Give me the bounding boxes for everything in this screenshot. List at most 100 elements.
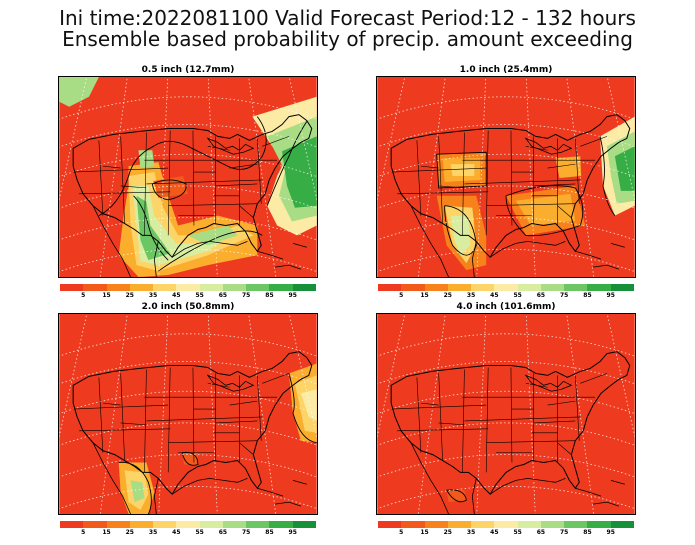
colorbar-tick-label: 75: [559, 292, 569, 299]
colorbar-swatch: [424, 284, 448, 291]
state-boundary: [416, 377, 422, 453]
state-boundary: [486, 440, 576, 444]
colorbar-swatch: [129, 521, 154, 528]
colorbar-tick-label: 15: [102, 529, 111, 536]
colorbar-tick-label: 25: [125, 292, 134, 299]
colorbar-swatch: [106, 284, 130, 291]
colorbar-swatch: [246, 284, 270, 291]
colorbar-swatch: [401, 284, 425, 291]
state-boundary: [98, 140, 104, 216]
state-boundary: [262, 373, 290, 384]
state-boundary: [192, 130, 195, 226]
colorbar-tick-label: 85: [583, 529, 592, 536]
colorbar-tick-label: 25: [125, 529, 134, 536]
colorbar-swatch: [587, 284, 611, 291]
probability-contour: [266, 121, 308, 206]
state-boundary: [257, 375, 262, 441]
colorbar-tick-label: 45: [172, 529, 181, 536]
probability-contour: [98, 116, 267, 217]
coastline: [92, 442, 159, 514]
coastline: [489, 240, 566, 258]
colorbar-tick-label: 65: [536, 292, 546, 299]
probability-contour: [288, 373, 317, 444]
probability-map-2-0-inch: [58, 313, 318, 515]
colorbar-tick-label: 5: [81, 292, 86, 299]
colorbar-1-0-inch: [378, 284, 634, 291]
colorbar-tick-label: 35: [466, 529, 476, 536]
probability-contour: [158, 230, 263, 272]
probability-shading: [138, 150, 155, 169]
coastline: [410, 205, 477, 277]
great-lakes-outline: [524, 374, 573, 392]
map-canvas: [377, 314, 635, 514]
colorbar-tick-label: 35: [466, 292, 476, 299]
state-boundary: [547, 163, 576, 169]
colorbar-swatch: [517, 521, 541, 528]
colorbar-swatch: [199, 284, 223, 291]
coastline: [410, 442, 477, 514]
state-boundary: [102, 402, 121, 406]
colorbar-swatch: [564, 521, 588, 528]
colorbar-tick-label: 15: [420, 529, 429, 536]
probability-shading: [59, 77, 99, 107]
colorbar-swatch: [106, 521, 130, 528]
probability-contour: [599, 136, 616, 216]
colorbar-swatch: [83, 521, 107, 528]
colorbar-tick-label: 65: [218, 292, 228, 299]
coastline: [575, 242, 625, 270]
state-boundary: [575, 375, 580, 441]
state-boundary: [575, 138, 580, 204]
probability-shading: [188, 225, 238, 246]
panel-title-2-0-inch: 2.0 inch (50.8mm): [141, 302, 235, 312]
colorbar-tick-label: 55: [195, 529, 204, 536]
map-canvas: [59, 314, 317, 514]
colorbar-swatch: [494, 521, 518, 528]
state-boundary: [391, 167, 487, 173]
colorbar-swatch: [83, 284, 107, 291]
state-boundary: [397, 191, 489, 195]
figure-title-line-1: Ini time:2022081100 Valid Forecast Perio…: [59, 6, 636, 30]
colorbar-tick-label: 25: [443, 292, 452, 299]
colorbar-swatch: [587, 521, 611, 528]
coastline: [171, 240, 248, 258]
colorbar-tick-label: 35: [148, 529, 158, 536]
colorbar-tick-label: 75: [241, 292, 251, 299]
state-boundary: [79, 191, 171, 195]
state-boundary: [73, 167, 169, 173]
colorbar-tick-label: 5: [399, 529, 404, 536]
colorbar-swatch: [199, 521, 223, 528]
coastline: [92, 205, 159, 277]
probability-shading: [300, 389, 317, 421]
great-lakes-outline: [206, 137, 255, 155]
state-boundary: [438, 373, 443, 461]
panel-title-0-5-inch: 0.5 inch (12.7mm): [141, 65, 235, 75]
colorbar-tick-label: 15: [102, 292, 111, 299]
colorbar-tick-label: 85: [265, 529, 274, 536]
state-boundary: [146, 179, 263, 185]
probability-shading: [614, 146, 635, 191]
state-boundary: [557, 205, 572, 218]
colorbar-swatch: [292, 521, 316, 528]
probability-contour: [505, 185, 584, 237]
colorbar-swatch: [378, 521, 402, 528]
state-boundary: [98, 377, 104, 453]
colorbar-tick-label: 85: [265, 292, 274, 299]
colorbar-tick-label: 85: [583, 292, 592, 299]
state-boundary: [438, 422, 465, 426]
colorbar-swatch: [269, 521, 293, 528]
colorbar-tick-label: 95: [606, 292, 615, 299]
state-boundary: [510, 367, 513, 463]
colorbar-tick-label: 5: [399, 292, 404, 299]
state-boundary: [168, 203, 258, 207]
probability-shading: [450, 164, 475, 177]
state-boundary: [215, 183, 258, 187]
state-boundary: [420, 402, 439, 406]
probability-contour: [446, 489, 467, 503]
colorbar-swatch: [540, 521, 565, 528]
colorbar-swatch: [378, 284, 402, 291]
colorbar-swatch: [246, 521, 270, 528]
colorbar-tick-label: 95: [606, 529, 615, 536]
probability-shading: [282, 136, 317, 208]
coastline: [489, 477, 566, 495]
probability-map-1-0-inch: [376, 76, 636, 278]
